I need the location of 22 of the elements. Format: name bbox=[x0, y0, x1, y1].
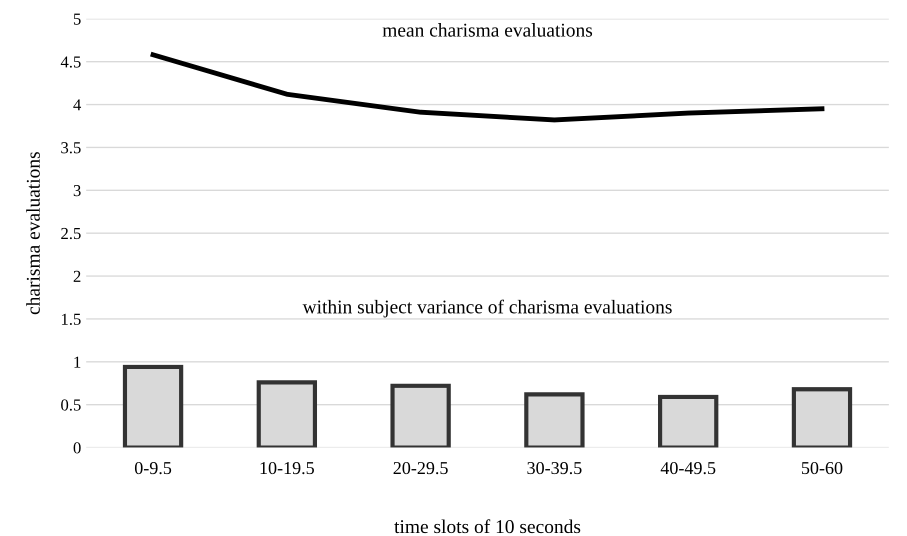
y-tick-label: 3.5 bbox=[61, 142, 81, 154]
y-tick-label: 2.5 bbox=[61, 228, 81, 240]
y-tick-label: 4.5 bbox=[60, 56, 81, 68]
y-tick-label: 1 bbox=[74, 356, 80, 368]
annotation: within subject variance of charisma evaluations bbox=[302, 300, 672, 318]
x-tick-label: 10-19.5 bbox=[260, 462, 314, 474]
y-tick-label: 5 bbox=[74, 14, 81, 25]
x-tick-label: 40-49.5 bbox=[660, 462, 716, 474]
x-tick-label: 30-39.5 bbox=[527, 462, 582, 474]
y-tick-label: 3 bbox=[74, 185, 81, 196]
annotation: mean charisma evaluations bbox=[382, 23, 592, 37]
y-tick-label: 0 bbox=[74, 442, 81, 454]
x-tick-label: 20-29.5 bbox=[394, 462, 448, 474]
y-axis-title: charisma evaluations bbox=[26, 152, 40, 314]
y-tick-label: 4 bbox=[73, 99, 82, 110]
y-tick-label: 1.5 bbox=[62, 314, 81, 325]
x-tick-label: 50-60 bbox=[802, 462, 842, 474]
y-tick-label: 0.5 bbox=[61, 399, 81, 411]
x-tick-label: 0-9.5 bbox=[134, 462, 172, 474]
line-series bbox=[150, 52, 824, 122]
x-axis-title: time slots of 10 seconds bbox=[394, 519, 580, 534]
y-tick-label: 2 bbox=[74, 270, 80, 282]
